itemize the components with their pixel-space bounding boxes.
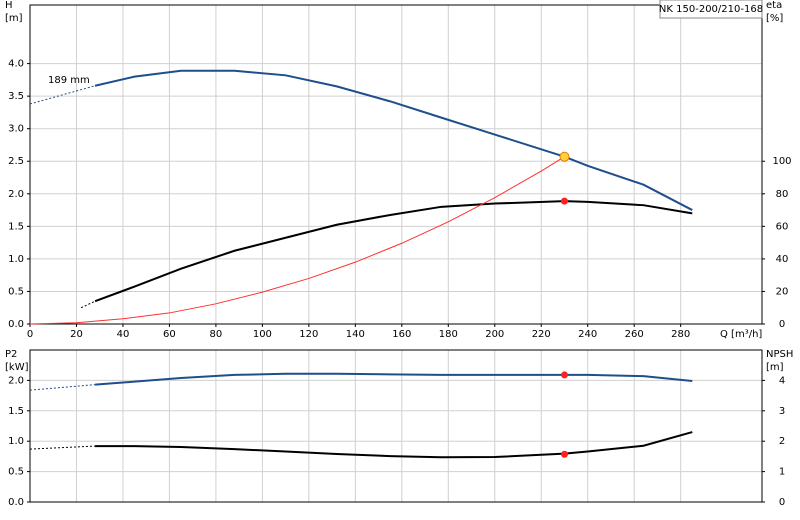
y-tick-label: 1.0 [8,436,24,447]
x-tick-label: 180 [439,329,458,340]
operating-point [559,151,570,162]
series-line [95,431,693,459]
y2-tick-label: 60 [776,221,789,232]
y-tick-label: 2.0 [8,375,24,386]
x-axis-label: Q [m³/h] [720,329,762,340]
y-axis-label: P2 [5,349,17,360]
operating-point [560,197,568,205]
series-line [29,384,96,391]
title-box [659,0,763,19]
y2-axis-label: eta [766,0,782,11]
y-tick-label: 1.0 [8,254,24,265]
y2-axis-label: [%] [766,13,783,24]
y-tick-label: 0.0 [8,319,24,330]
x-tick-label: 240 [578,329,597,340]
y-tick-label: 2.5 [8,156,24,167]
x-tick-label: 160 [392,329,411,340]
x-tick-label: 80 [210,329,223,340]
y2-tick-label: 4 [779,375,785,386]
y-tick-label: 0.5 [8,286,24,297]
operating-point [560,450,568,458]
x-tick-label: 200 [485,329,504,340]
series-line [29,85,96,105]
y-tick-label: 0.0 [8,497,24,508]
y2-axis-label: NPSH [766,349,793,360]
x-tick-label: 120 [299,329,318,340]
y-axis-label: [m] [5,13,23,24]
series-line [80,300,96,309]
y2-axis-label: [m] [766,362,784,373]
x-tick-label: 20 [70,329,83,340]
chart-title: NK 150-200/210-168 [659,4,763,15]
y-tick-label: 3.0 [8,124,24,135]
x-tick-label: 60 [163,329,176,340]
y-tick-label: 2.0 [8,189,24,200]
x-tick-label: 100 [253,329,272,340]
series-line [29,445,96,450]
y-tick-label: 1.5 [8,406,24,417]
y-axis-label: [kW] [5,362,29,373]
x-tick-label: 0 [27,329,33,340]
series-line [94,372,693,386]
operating-point [560,371,568,379]
y2-tick-label: 2 [779,436,785,447]
series-line [94,200,693,303]
series-line [94,69,693,211]
y-tick-label: 1.5 [8,221,24,232]
x-tick-label: 220 [532,329,551,340]
y2-tick-label: 40 [776,254,789,265]
plot-frame [29,349,763,503]
y2-tick-label: 0 [779,319,785,330]
x-tick-label: 280 [671,329,690,340]
y-tick-label: 0.5 [8,467,24,478]
y-tick-label: 3.5 [8,91,24,102]
y-axis-label: H [5,0,13,11]
y2-tick-label: 80 [776,189,789,200]
x-tick-label: 40 [117,329,130,340]
y2-tick-label: 3 [779,406,785,417]
x-tick-label: 140 [346,329,365,340]
curve-annotation: 189 mm [48,75,90,86]
y2-tick-label: 1 [779,467,785,478]
y2-tick-label: 0 [779,497,785,508]
y-tick-label: 4.0 [8,59,24,70]
plot-frame [29,4,763,325]
y2-tick-label: 100 [772,156,791,167]
series-line [29,156,565,325]
y2-tick-label: 20 [776,286,789,297]
x-tick-label: 260 [625,329,644,340]
